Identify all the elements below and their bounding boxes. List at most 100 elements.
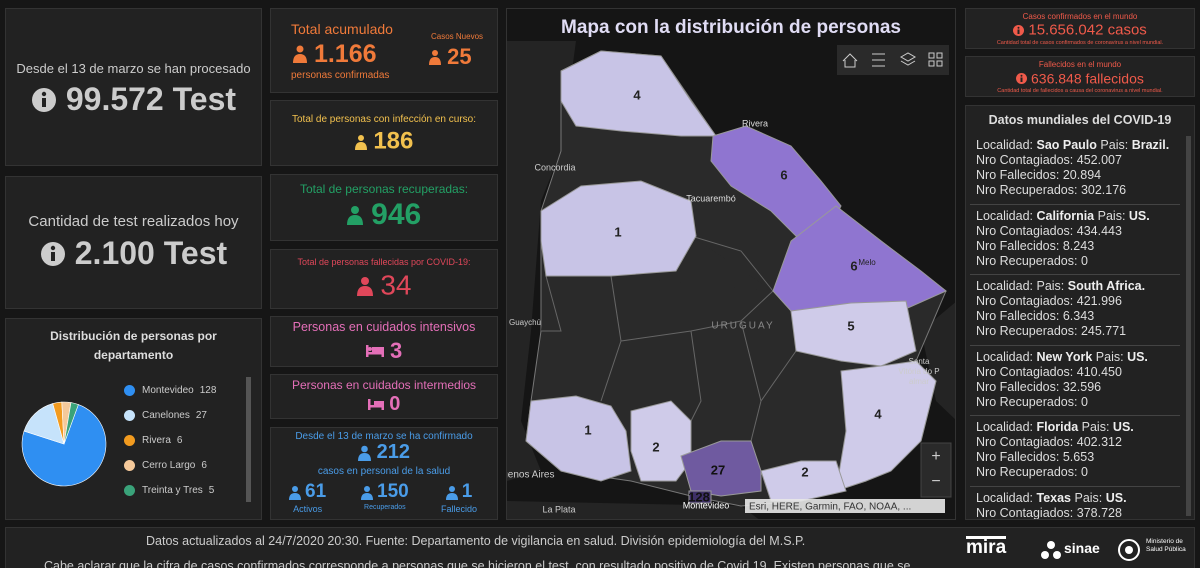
sub: casos en personal de la salud bbox=[317, 466, 451, 477]
label: Desde el 13 de marzo se ha confirmado bbox=[295, 431, 473, 442]
value-row: 0 bbox=[271, 393, 497, 416]
legend-label: Rivera bbox=[142, 435, 171, 447]
place-label: Montevideo bbox=[683, 500, 730, 510]
scrollbar bbox=[1186, 136, 1191, 516]
item-row: 1 bbox=[441, 481, 477, 503]
locality: Sao Paulo bbox=[1036, 138, 1097, 152]
zoom-control bbox=[920, 442, 952, 498]
legend-swatch bbox=[124, 460, 135, 471]
world-entry: Localidad: California Pais: US. Nro Conta… bbox=[976, 209, 1176, 269]
head bbox=[364, 485, 370, 492]
person-icon bbox=[445, 485, 458, 500]
entry-contagiados: Nro Contagiados: 452.007 bbox=[976, 153, 1176, 168]
legend-swatch bbox=[124, 410, 135, 421]
value: 402.312 bbox=[1076, 435, 1122, 449]
entry-location: Localidad: Florida Pais: US. bbox=[976, 420, 1176, 435]
key: Localidad: bbox=[976, 490, 1033, 505]
place-label-line: Vitória do P bbox=[898, 367, 939, 376]
active-panel: Total de personas con infección en curso… bbox=[270, 100, 498, 166]
icu-panel: Personas en cuidados intensivos 3 bbox=[270, 316, 498, 367]
key: Nro Fallecidos: bbox=[976, 238, 1060, 253]
key: Pais: bbox=[1097, 208, 1126, 223]
list-button[interactable] bbox=[872, 53, 885, 67]
region bbox=[560, 50, 717, 137]
label: Total de personas con infección en curso… bbox=[292, 114, 476, 125]
entry-recuperados: Nro Recuperados: 245.771 bbox=[976, 324, 1176, 339]
value: 5.653 bbox=[1062, 450, 1095, 464]
region bbox=[835, 360, 937, 492]
place-label: Tacuarembó bbox=[686, 193, 736, 203]
intermediate-panel: Personas en cuidados intermedios 0 bbox=[270, 374, 498, 419]
pie-slice bbox=[63, 402, 79, 445]
layers-button[interactable] bbox=[899, 52, 917, 66]
value-row: 636.848 fallecidos bbox=[966, 69, 1194, 86]
world-entry: Localidad: New York Pais: US. Nro Contagi… bbox=[976, 350, 1176, 410]
zoom-out[interactable]: − bbox=[931, 473, 940, 490]
item-label: Activos bbox=[293, 504, 323, 515]
place-label: La Plata bbox=[542, 504, 575, 514]
value: 410.450 bbox=[1076, 364, 1122, 379]
person-icon bbox=[429, 50, 441, 66]
legend-label: Treinta y Tres bbox=[142, 485, 203, 497]
entry-recuperados: Nro Recuperados: 302.176 bbox=[976, 183, 1176, 198]
info-icon bbox=[31, 87, 56, 112]
land-west bbox=[507, 41, 576, 481]
locality: Florida bbox=[1036, 420, 1079, 434]
key: Localidad: bbox=[976, 138, 1033, 152]
value: 2.100 Test bbox=[74, 235, 228, 272]
locality: New York bbox=[1036, 349, 1093, 364]
item-value: 150 bbox=[377, 481, 409, 502]
value: 212 bbox=[376, 441, 410, 464]
note: Cantidad total de casos confirmados de c… bbox=[996, 40, 1164, 46]
person-icon bbox=[354, 134, 367, 150]
region-count: 128 bbox=[688, 489, 710, 504]
item-label: Fallecido bbox=[441, 504, 478, 515]
new-row: 25 bbox=[429, 43, 472, 70]
entry-location: Localidad: Sao Paulo Pais: Brazil. bbox=[976, 138, 1176, 153]
world-entry: Localidad: Florida Pais: US. Nro Contagia… bbox=[976, 420, 1176, 480]
person-icon bbox=[356, 276, 373, 296]
logo-sinae: sinae bbox=[1064, 540, 1100, 556]
attribution-bg bbox=[745, 499, 945, 513]
legend-label: Montevideo bbox=[142, 385, 194, 397]
value-row: 946 bbox=[271, 197, 497, 232]
country: US. bbox=[1105, 490, 1127, 505]
value-row: 1.166 bbox=[293, 39, 377, 69]
value-row: 2.100 Test bbox=[6, 233, 261, 272]
entry-location: Localidad: California Pais: US. bbox=[976, 209, 1176, 224]
zoom-in[interactable]: + bbox=[931, 448, 940, 465]
place-label: URUGUAY bbox=[711, 321, 774, 332]
separator bbox=[970, 415, 1180, 416]
entry-contagiados: Nro Contagiados: 434.443 bbox=[976, 224, 1176, 239]
legend-value: 6 bbox=[201, 460, 207, 472]
value: 6.343 bbox=[1062, 309, 1095, 323]
person-icon bbox=[289, 485, 301, 500]
item-row: 61 bbox=[289, 481, 326, 503]
logo-msp: Ministerio de Salud Pública bbox=[1146, 538, 1186, 553]
key: Pais: bbox=[1074, 490, 1103, 505]
label: Total de personas recuperadas: bbox=[299, 182, 469, 196]
separator bbox=[970, 274, 1180, 275]
map-panel: 4 6 1 6 5 4 1 2 27 2 128 Rivera Concordia Tacuarembó M… bbox=[506, 8, 956, 520]
home-button[interactable] bbox=[842, 53, 858, 68]
region bbox=[790, 300, 917, 367]
value-row: 34 bbox=[271, 268, 497, 302]
key: Nro Contagiados: bbox=[976, 435, 1074, 449]
legend-swatch bbox=[124, 435, 135, 446]
place-label: Guaychú bbox=[509, 318, 541, 327]
place-label: Buenos Aires bbox=[507, 470, 554, 481]
body bbox=[289, 492, 301, 500]
region-count: 27 bbox=[711, 462, 725, 477]
pie-slice bbox=[21, 404, 107, 487]
toolbar-bg bbox=[837, 45, 949, 75]
label: Cantidad de test realizados hoy bbox=[28, 213, 239, 230]
legend-entry: Montevideo 128 bbox=[124, 385, 216, 396]
entry-contagiados: Nro Contagiados: 378.728 bbox=[976, 506, 1176, 520]
value: 1.166 bbox=[313, 39, 377, 68]
value: 0 bbox=[1080, 465, 1088, 479]
basemap-button[interactable] bbox=[928, 52, 943, 67]
pie-chart bbox=[21, 401, 107, 487]
world-entry: Localidad: Texas Pais: US. Nro Contagiado… bbox=[976, 490, 1176, 520]
new-value: 25 bbox=[447, 44, 472, 70]
legend-swatch bbox=[124, 385, 135, 396]
